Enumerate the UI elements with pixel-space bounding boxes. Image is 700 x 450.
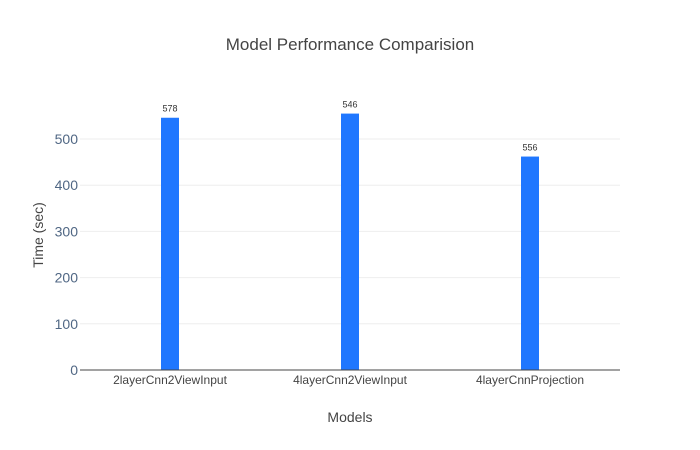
y-tick-label: 100 [55, 316, 79, 332]
bar-data-labels: 578 546 556 [162, 100, 537, 153]
y-tick-label: 0 [70, 362, 78, 378]
bar-data-label: 578 [162, 104, 177, 114]
x-tick-label: 4layerCnn2ViewInput [293, 373, 408, 387]
y-tick-label: 400 [55, 177, 79, 193]
y-tick-label: 200 [55, 270, 79, 286]
bars [161, 113, 539, 370]
bar-4layerCnnProjection [521, 156, 539, 370]
bar-data-label: 546 [342, 100, 357, 110]
x-tick-label: 4layerCnnProjection [476, 373, 584, 387]
y-tick-label: 300 [55, 223, 79, 239]
bar-data-label: 556 [522, 143, 537, 153]
x-tick-label: 2layerCnn2ViewInput [113, 373, 228, 387]
y-tick-label: 500 [55, 131, 79, 147]
x-axis-title: Models [327, 409, 372, 425]
x-axis-ticks: 2layerCnn2ViewInput 4layerCnn2ViewInput 4l… [113, 373, 584, 387]
bar-4layerCnn2ViewInput [341, 113, 359, 370]
bar-2layerCnn2ViewInput [161, 117, 179, 370]
y-axis-ticks: 0 100 200 300 400 500 [55, 131, 79, 378]
chart-title: Model Performance Comparision [226, 35, 475, 54]
y-axis-title: Time (sec) [30, 202, 46, 268]
